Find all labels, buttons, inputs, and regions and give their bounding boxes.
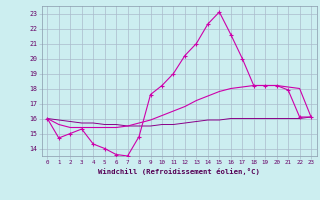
X-axis label: Windchill (Refroidissement éolien,°C): Windchill (Refroidissement éolien,°C): [98, 168, 260, 175]
